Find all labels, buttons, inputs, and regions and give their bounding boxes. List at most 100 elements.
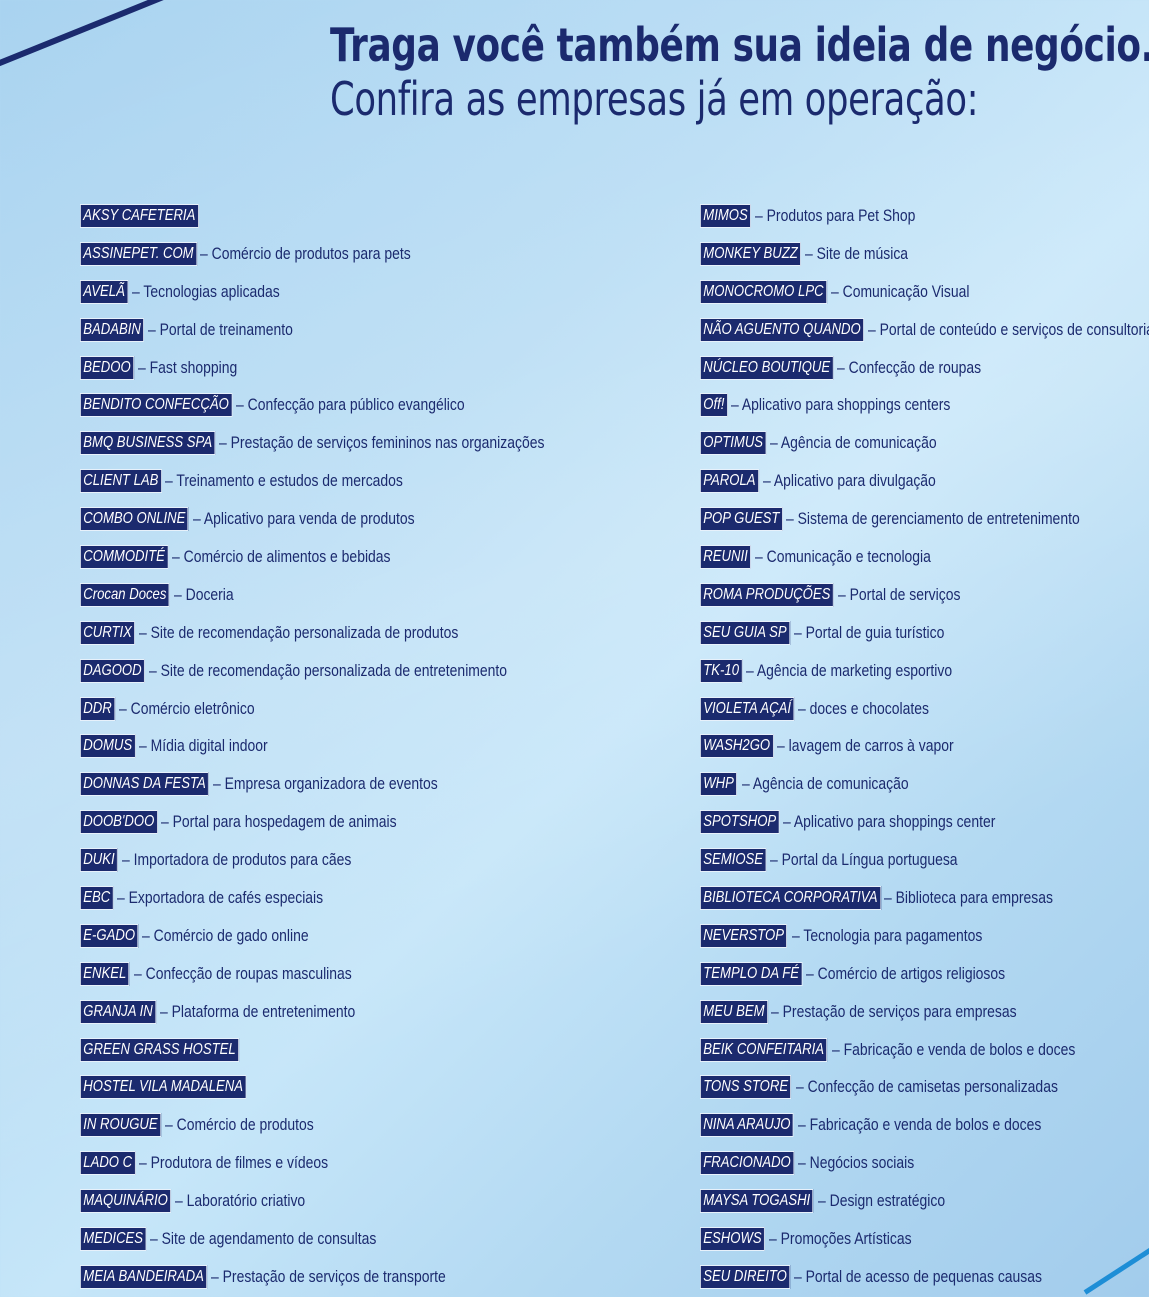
company-description: – Site de música bbox=[805, 243, 909, 263]
company-description: – Aplicativo para venda de produtos bbox=[193, 509, 415, 529]
company-entry: MAQUINÁRIO – Laboratório criativo bbox=[80, 1182, 616, 1220]
company-name: FRACIONADO bbox=[700, 1151, 795, 1176]
company-description: – Comunicação e tecnologia bbox=[755, 546, 932, 566]
company-name: NÚCLEO BOUTIQUE bbox=[700, 355, 834, 380]
company-entry: DOMUS – Mídia digital indoor bbox=[80, 727, 616, 765]
company-description: – Sistema de gerenciamento de entretenim… bbox=[786, 509, 1081, 529]
company-name: GREEN GRASS HOSTEL bbox=[80, 1037, 239, 1062]
company-description: – Prestação de serviços femininos nas or… bbox=[219, 433, 545, 453]
company-description: – Biblioteca para empresas bbox=[884, 887, 1054, 907]
company-name: BEDOO bbox=[80, 355, 134, 380]
company-description: – Prestação de serviços de transporte bbox=[211, 1266, 446, 1286]
company-description: – Portal de acesso de pequenas causas bbox=[794, 1266, 1043, 1286]
company-entry: DOOB'DOO – Portal para hospedagem de anim… bbox=[80, 803, 616, 841]
company-description: – Confecção de roupas bbox=[837, 357, 982, 377]
company-entry: VIOLETA AÇAÍ – doces e chocolates bbox=[700, 690, 1149, 728]
company-description: – Comércio de artigos religiosos bbox=[806, 963, 1006, 983]
company-entry: DONNAS DA FESTA – Empresa organizadora de… bbox=[80, 765, 616, 803]
company-description: – Confecção de camisetas personalizadas bbox=[795, 1077, 1058, 1097]
company-name: DOOB'DOO bbox=[80, 810, 158, 835]
company-name: SEMIOSE bbox=[700, 848, 767, 873]
company-entry: WHP – Agência de comunicação bbox=[700, 765, 1149, 803]
company-entry: BENDITO CONFECÇÃO – Confecção para públic… bbox=[80, 386, 616, 424]
company-description: – Comércio eletrônico bbox=[118, 698, 255, 718]
company-entry: CURTIX – Site de recomendação personaliza… bbox=[80, 614, 616, 652]
company-name: ESHOWS bbox=[700, 1226, 765, 1251]
company-entry: E-GADO – Comércio de gado online bbox=[80, 917, 616, 955]
company-entry: TEMPLO DA FÉ – Comércio de artigos religi… bbox=[700, 955, 1149, 993]
company-description: – Promoções Artísticas bbox=[769, 1228, 912, 1248]
company-entry: ENKEL – Confecção de roupas masculinas bbox=[80, 955, 616, 993]
company-description: – Portal da Língua portuguesa bbox=[770, 850, 958, 870]
company-entry: NINA ARAUJO – Fabricação e venda de bolos… bbox=[700, 1106, 1149, 1144]
company-name: AVELÃ bbox=[80, 279, 129, 304]
company-description: – Design estratégico bbox=[817, 1191, 945, 1211]
company-name: DAGOOD bbox=[80, 658, 145, 683]
company-description: – Fast shopping bbox=[137, 357, 237, 377]
company-entry: TK-10– Agência de marketing esportivo bbox=[700, 652, 1149, 690]
company-name: MAYSA TOGASHI bbox=[700, 1189, 814, 1214]
company-description: – Importadora de produtos para cães bbox=[122, 850, 352, 870]
company-name: ASSINEPET. COM bbox=[80, 241, 197, 266]
company-name: COMMODITÉ bbox=[80, 544, 169, 569]
company-name: MAQUINÁRIO bbox=[80, 1189, 172, 1214]
company-name: WHP bbox=[700, 772, 738, 797]
company-name: EBC bbox=[80, 885, 114, 910]
company-entry: BIBLIOTECA CORPORATIVA – Biblioteca para … bbox=[700, 879, 1149, 917]
company-name: CURTIX bbox=[80, 620, 136, 645]
company-description: – Laboratório criativo bbox=[175, 1191, 306, 1211]
company-name: ROMA PRODUÇÕES bbox=[700, 582, 834, 607]
company-description: – Aplicativo para divulgação bbox=[762, 471, 936, 491]
company-description: – Fabricação e venda de bolos e doces bbox=[798, 1115, 1042, 1135]
company-entry: DAGOOD – Site de recomendação personaliza… bbox=[80, 652, 616, 690]
company-description: – Agência de comunicação bbox=[741, 774, 909, 794]
company-name: DOMUS bbox=[80, 734, 136, 759]
company-entry: MONKEY BUZZ – Site de música bbox=[700, 235, 1149, 273]
company-description: – Exportadora de cafés especiais bbox=[117, 887, 324, 907]
company-description: – Agência de marketing esportivo bbox=[745, 660, 953, 680]
company-entry: SEMIOSE – Portal da Língua portuguesa bbox=[700, 841, 1149, 879]
company-entry: ESHOWS – Promoções Artísticas bbox=[700, 1220, 1149, 1258]
company-description: – Portal de treinamento bbox=[148, 319, 294, 339]
company-entry: CLIENT LAB – Treinamento e estudos de mer… bbox=[80, 462, 616, 500]
company-name: BMQ BUSINESS SPA bbox=[80, 431, 216, 456]
company-name: POP GUEST bbox=[700, 507, 783, 532]
company-name: VIOLETA AÇAÍ bbox=[700, 696, 795, 721]
company-name: COMBO ONLINE bbox=[80, 507, 189, 532]
company-description: – Portal para hospedagem de animais bbox=[161, 812, 397, 832]
company-name: Crocan Doces bbox=[80, 582, 170, 607]
company-name: BIBLIOTECA CORPORATIVA bbox=[700, 885, 881, 910]
company-name: PAROLA bbox=[700, 469, 759, 494]
company-entry: ROMA PRODUÇÕES – Portal de serviços bbox=[700, 576, 1149, 614]
company-name: NINA ARAUJO bbox=[700, 1113, 794, 1138]
company-name: WASH2GO bbox=[700, 734, 774, 759]
company-entry: NÃO AGUENTO QUANDO – Portal de conteúdo e… bbox=[700, 311, 1149, 349]
company-entry: SPOTSHOP – Aplicativo para shoppings cent… bbox=[700, 803, 1149, 841]
company-entry: AKSY CAFETERIA bbox=[80, 197, 616, 235]
company-description: – Fabricação e venda de bolos e doces bbox=[831, 1039, 1075, 1059]
company-entry: AVELÃ – Tecnologias aplicadas bbox=[80, 273, 616, 311]
company-description: – Doceria bbox=[174, 584, 234, 604]
company-description: – Comércio de produtos bbox=[164, 1115, 314, 1135]
company-name: AKSY CAFETERIA bbox=[80, 203, 199, 228]
companies-list-left: AKSY CAFETERIA ASSINEPET. COM – Comércio d… bbox=[80, 197, 616, 1296]
company-description: – Portal de serviços bbox=[837, 584, 961, 604]
company-entry: NÚCLEO BOUTIQUE – Confecção de roupas bbox=[700, 349, 1149, 387]
company-entry: NEVERSTOP – Tecnologia para pagamentos bbox=[700, 917, 1149, 955]
company-name: BADABIN bbox=[80, 317, 145, 342]
company-name: LADO C bbox=[80, 1151, 136, 1176]
company-description: – Comércio de gado online bbox=[142, 925, 310, 945]
company-name: MONKEY BUZZ bbox=[700, 241, 802, 266]
company-entry: IN ROUGUE – Comércio de produtos bbox=[80, 1106, 616, 1144]
company-name: GRANJA IN bbox=[80, 999, 157, 1024]
company-name: BEIK CONFEITARIA bbox=[700, 1037, 828, 1062]
company-description: – Comunicação Visual bbox=[830, 281, 969, 301]
company-name: OPTIMUS bbox=[700, 431, 767, 456]
company-entry: SEU GUIA SP – Portal de guia turístico bbox=[700, 614, 1149, 652]
company-entry: SEU DIREITO – Portal de acesso de pequena… bbox=[700, 1258, 1149, 1296]
company-entry: MAYSA TOGASHI – Design estratégico bbox=[700, 1182, 1149, 1220]
company-entry: BEIK CONFEITARIA – Fabricação e venda de … bbox=[700, 1031, 1149, 1069]
company-description: – Site de recomendação personalizada de … bbox=[139, 622, 459, 642]
company-name: ENKEL bbox=[80, 961, 130, 986]
subheadline: Confira as empresas já em operação: bbox=[330, 72, 979, 126]
